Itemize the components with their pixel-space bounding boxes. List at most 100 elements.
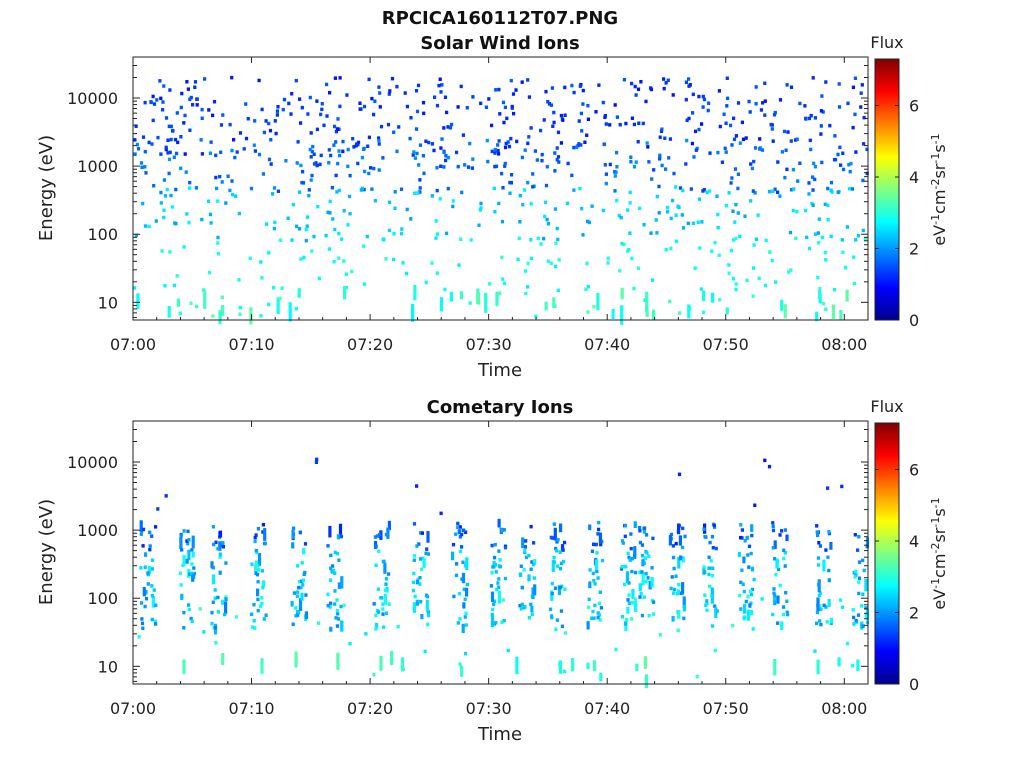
heatmap-cell [168,88,172,92]
heatmap-cell [497,590,501,604]
heatmap-cell [853,575,857,579]
heatmap-cell [554,627,558,631]
heatmap-cell [362,147,366,151]
heatmap-cell [549,607,553,612]
heatmap-cell [178,311,182,316]
heatmap-cell [824,80,828,84]
heatmap-cell [399,231,404,236]
heatmap-cell [823,202,827,207]
heatmap-cell [376,587,380,591]
heatmap-cell [254,560,258,572]
heatmap-cell [841,151,845,155]
heatmap-cell [533,149,537,153]
heatmap-cell [549,535,553,540]
heatmap-cell [395,84,399,89]
heatmap-cell [677,523,681,535]
heatmap-cell [699,287,703,291]
heatmap-cell [252,143,256,147]
heatmap-cell [785,610,789,615]
heatmap-cell [750,587,754,592]
heatmap-cell [552,120,556,125]
heatmap-cell [309,131,313,135]
heatmap-cell [820,235,824,240]
heatmap-cell [275,109,279,113]
heatmap-cell [749,551,753,556]
heatmap-cell [190,562,194,566]
heatmap-cell [596,292,600,311]
heatmap-cell [195,103,199,107]
heatmap-cell [412,571,416,576]
heatmap-cell [713,604,717,608]
heatmap-cell [592,660,596,672]
heatmap-cell [185,212,189,216]
heatmap-cell [820,160,824,165]
heatmap-cell [176,140,180,145]
heatmap-cell [580,206,584,211]
heatmap-cell [776,595,780,604]
heatmap-cell [319,112,323,117]
heatmap-cell [865,147,869,152]
heatmap-cell [689,187,693,191]
x-tick-label: 07:20 [347,699,393,718]
heatmap-cell [652,309,656,321]
heatmap-cell [174,187,178,192]
heatmap-cell [708,151,712,155]
heatmap-cell [615,198,619,203]
panel-solar-wind: Solar Wind Ions 07:00 07:10 07:20 07:30 07:4… [36,33,949,381]
heatmap-cell [776,621,780,625]
heatmap-cell [770,127,774,131]
heatmap-cell [463,615,467,619]
heatmap-cell [182,610,186,615]
heatmap-cell [415,484,419,488]
heatmap-cell [598,618,602,622]
heatmap-cell [336,161,340,166]
heatmap-cell [358,107,362,111]
heatmap-cell [732,137,737,142]
heatmap-cell [152,184,156,188]
heatmap-cell [310,173,314,178]
heatmap-cell [572,145,576,150]
heatmap-cell [459,237,463,241]
heatmap-cell [819,607,823,611]
heatmap-cell [382,559,386,564]
heatmap-cell [210,621,214,626]
heatmap-cell [546,259,550,264]
heatmap-cell [669,216,673,221]
heatmap-cell [267,302,271,307]
heatmap-cell [555,564,560,568]
heatmap-cell [497,152,501,156]
heatmap-cell [751,627,755,631]
heatmap-cell [373,199,377,203]
heatmap-cell [713,648,717,653]
heatmap-cell [291,530,295,539]
heatmap-cell [501,100,506,105]
heatmap-cell [716,212,720,217]
heatmap-cell [316,204,320,209]
heatmap-cell [154,525,158,529]
heatmap-cell [599,672,603,682]
heatmap-cell [187,221,191,225]
heatmap-cell [617,213,621,218]
heatmap-cell [523,545,527,549]
heatmap-cell [424,551,428,556]
heatmap-cell [335,127,339,131]
heatmap-cell [203,77,207,81]
heatmap-cell [626,551,630,556]
heatmap-cell [463,163,467,167]
heatmap-cell [643,656,647,669]
heatmap-cell [523,269,528,273]
heatmap-cell [300,579,304,584]
heatmap-cell [464,611,468,616]
heatmap-cell [134,233,138,238]
heatmap-cell [864,606,868,610]
heatmap-cell [497,518,501,528]
heatmap-cell [218,530,223,538]
heatmap-cell [642,223,646,227]
heatmap-cell [412,554,417,558]
heatmap-cell [384,532,388,537]
heatmap-cell [591,609,595,614]
heatmap-cell [682,596,686,608]
heatmap-cell [645,291,649,312]
heatmap-cell [388,200,392,205]
heatmap-cell [497,201,501,206]
